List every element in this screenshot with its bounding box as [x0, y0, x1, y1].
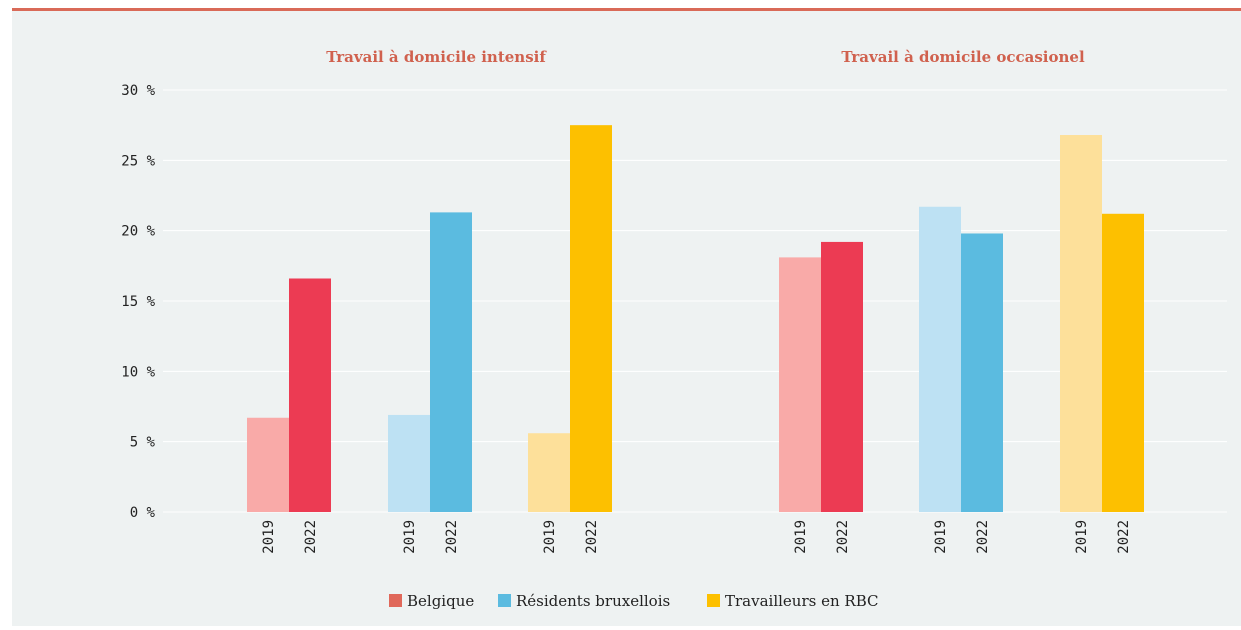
x-tick-label: 2022: [303, 520, 319, 554]
x-tick-label: 2019: [793, 520, 809, 554]
legend-swatch: [498, 594, 511, 607]
y-tick-label: 15 %: [121, 294, 155, 310]
x-tick-label: 2019: [402, 520, 418, 554]
y-tick-label: 5 %: [130, 435, 156, 451]
bar-intensif-r-sidents-bruxellois-2019: [388, 414, 430, 512]
x-tick-label: 2019: [933, 520, 949, 554]
legend-label: Belgique: [407, 592, 474, 610]
legend-label: Résidents bruxellois: [516, 592, 670, 610]
legend-swatch: [707, 594, 720, 607]
legend-label: Travailleurs en RBC: [725, 592, 878, 610]
x-tick-label: 2022: [1116, 520, 1132, 554]
bar-occasionel-belgique-2019: [779, 257, 821, 512]
bar-intensif-travailleurs-en-rbc-2022: [570, 125, 612, 513]
top-rule: [12, 8, 1241, 11]
x-tick-label: 2022: [835, 520, 851, 554]
x-tick-label: 2019: [542, 520, 558, 554]
y-tick-label: 25 %: [121, 153, 155, 169]
x-tick-label: 2019: [1074, 520, 1090, 554]
bar-occasionel-r-sidents-bruxellois-2022: [961, 233, 1003, 513]
bar-occasionel-r-sidents-bruxellois-2019: [919, 206, 961, 512]
x-tick-label: 2022: [975, 520, 991, 554]
legend-swatch: [389, 594, 402, 607]
bar-intensif-belgique-2019: [247, 417, 289, 512]
x-tick-label: 2022: [444, 520, 460, 554]
panel-title: Travail à domicile occasionel: [841, 48, 1085, 66]
bar-intensif-r-sidents-bruxellois-2022: [430, 212, 472, 512]
y-tick-label: 20 %: [121, 224, 155, 240]
y-tick-label: 0 %: [130, 505, 156, 521]
x-tick-label: 2022: [584, 520, 600, 554]
bar-occasionel-travailleurs-en-rbc-2022: [1102, 213, 1144, 512]
y-tick-label: 30 %: [121, 83, 155, 99]
bar-occasionel-belgique-2022: [821, 241, 863, 513]
x-tick-label: 2019: [261, 520, 277, 554]
chart-background: [12, 10, 1241, 626]
panel-title: Travail à domicile intensif: [326, 48, 547, 66]
bar-occasionel-travailleurs-en-rbc-2019: [1060, 135, 1102, 512]
y-tick-label: 10 %: [121, 364, 155, 380]
bar-intensif-belgique-2022: [289, 278, 331, 512]
bar-intensif-travailleurs-en-rbc-2019: [528, 433, 570, 512]
